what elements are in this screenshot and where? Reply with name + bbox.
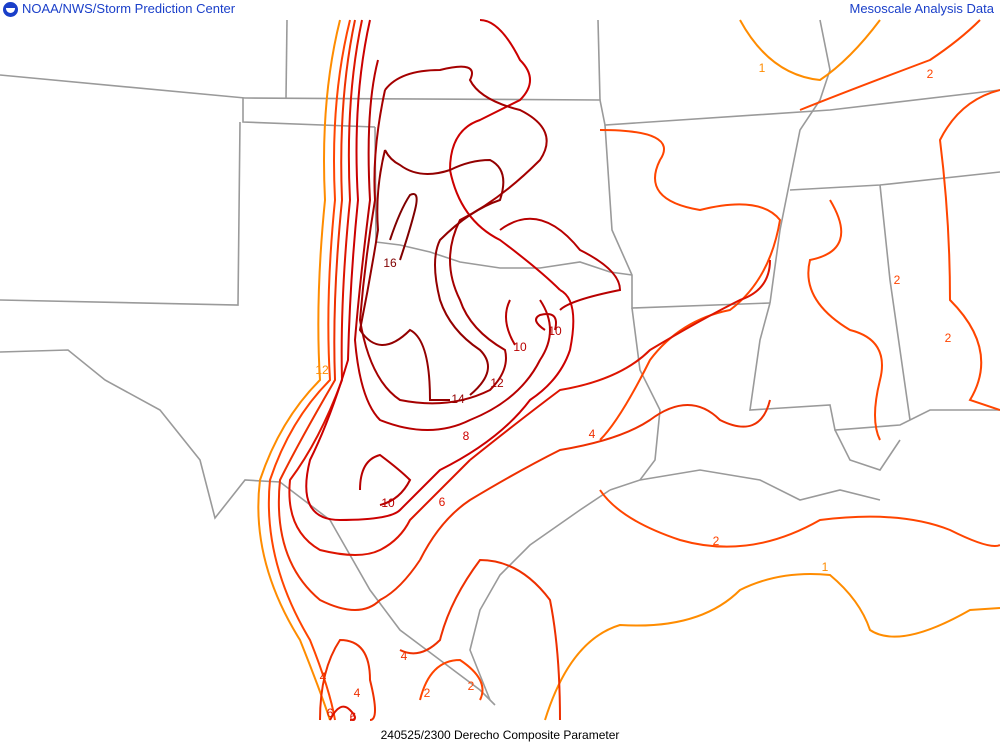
contour-label: 1 bbox=[759, 61, 766, 75]
contours bbox=[257, 19, 1000, 721]
header-left-title: NOAA/NWS/Storm Prediction Center bbox=[22, 1, 236, 16]
contour-label: 6 bbox=[350, 710, 357, 724]
contour-line bbox=[499, 217, 622, 346]
contour-label: 2 bbox=[894, 273, 901, 287]
contour-label: 2 bbox=[424, 686, 431, 700]
contour-label: 6 bbox=[439, 495, 446, 509]
contour-label: 12 bbox=[315, 363, 329, 377]
contour-label: 1 bbox=[822, 560, 829, 574]
contour-label: 10 bbox=[548, 324, 562, 338]
contour-line bbox=[739, 19, 881, 82]
contour-line bbox=[419, 399, 771, 561]
contour-line bbox=[419, 658, 484, 701]
map-caption: 240525/2300 Derecho Composite Parameter bbox=[380, 728, 620, 742]
contour-line bbox=[448, 19, 561, 291]
contour-line bbox=[359, 453, 412, 506]
contour-line bbox=[399, 558, 561, 721]
contour-line bbox=[288, 19, 471, 556]
contour-line bbox=[305, 19, 575, 522]
contour-line bbox=[353, 59, 551, 431]
contour-label: 2 bbox=[468, 679, 475, 693]
contour-line bbox=[544, 573, 1000, 721]
contour-line bbox=[358, 149, 505, 401]
contour-label: 4 bbox=[320, 670, 327, 684]
contour-line bbox=[938, 89, 1000, 411]
contour-label: 14 bbox=[451, 392, 465, 406]
contour-line bbox=[807, 199, 883, 441]
contour-line bbox=[267, 19, 351, 721]
contour-label: 4 bbox=[401, 649, 408, 663]
contour-label: 12 bbox=[490, 376, 504, 390]
contour-line bbox=[358, 65, 548, 405]
contour-line bbox=[599, 129, 782, 441]
contour-label: 4 bbox=[354, 686, 361, 700]
contour-line bbox=[277, 19, 421, 611]
contour-line bbox=[257, 19, 341, 721]
contour-label: 16 bbox=[383, 256, 397, 270]
contour-label: 2 bbox=[945, 331, 952, 345]
contour-label: 4 bbox=[589, 427, 596, 441]
contour-label: 6 bbox=[327, 706, 334, 720]
contour-line bbox=[389, 193, 418, 261]
contour-label: 8 bbox=[463, 429, 470, 443]
contour-line bbox=[469, 259, 771, 461]
contour-line bbox=[799, 19, 981, 111]
contour-line bbox=[599, 489, 1000, 548]
contour-label: 2 bbox=[713, 534, 720, 548]
noaa-logo bbox=[3, 2, 18, 17]
header-right-title: Mesoscale Analysis Data bbox=[849, 1, 994, 16]
contour-label: 10 bbox=[381, 496, 395, 510]
contour-line bbox=[329, 705, 356, 721]
contour-label: 2 bbox=[927, 67, 934, 81]
contour-label: 10 bbox=[513, 340, 527, 354]
contour-line bbox=[535, 313, 557, 331]
state-borders bbox=[0, 19, 1000, 706]
contour-line bbox=[319, 638, 376, 721]
